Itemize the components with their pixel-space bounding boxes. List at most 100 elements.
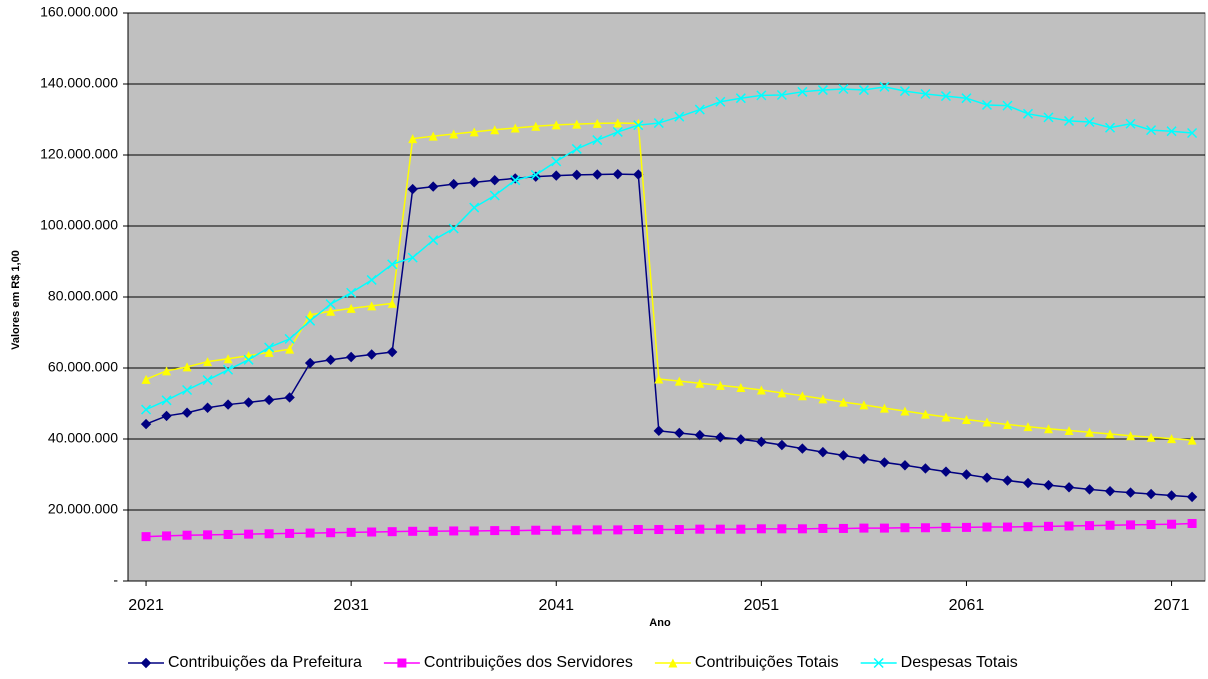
marker: [366, 349, 377, 360]
y-tick-label: 40.000.000: [48, 430, 118, 446]
marker: [284, 392, 295, 403]
marker: [613, 118, 623, 128]
marker: [162, 531, 172, 541]
marker: [531, 121, 541, 131]
marker: [756, 524, 766, 534]
marker: [1125, 118, 1136, 129]
legend-label: Contribuições dos Servidores: [424, 654, 633, 671]
marker: [1126, 520, 1136, 530]
legend-item: Contribuições dos Servidores: [383, 654, 633, 671]
marker: [263, 394, 275, 406]
marker: [694, 104, 705, 115]
marker: [879, 403, 889, 413]
marker: [817, 85, 828, 96]
marker: [202, 402, 213, 413]
marker: [469, 177, 480, 188]
marker: [1064, 521, 1074, 531]
marker: [1023, 522, 1033, 532]
marker: [633, 120, 644, 131]
marker: [244, 529, 254, 539]
marker: [1084, 484, 1095, 495]
marker: [715, 432, 726, 443]
marker: [203, 530, 213, 540]
marker: [858, 453, 870, 465]
marker: [223, 529, 233, 539]
marker: [408, 526, 418, 536]
marker: [326, 306, 336, 316]
marker: [838, 83, 849, 95]
marker: [264, 342, 275, 353]
marker: [305, 310, 315, 320]
marker: [674, 111, 685, 122]
marker: [1002, 100, 1013, 111]
marker: [668, 658, 678, 668]
marker: [366, 274, 377, 285]
marker: [776, 439, 788, 451]
marker: [1085, 521, 1095, 531]
legend-item: Contribuições Totais: [654, 654, 839, 671]
marker: [674, 427, 685, 439]
marker: [448, 178, 459, 190]
marker: [325, 354, 336, 366]
marker: [797, 391, 807, 401]
marker: [873, 657, 884, 669]
x-tick-label: 2021: [128, 597, 164, 614]
marker: [1044, 521, 1054, 531]
marker: [920, 409, 930, 419]
marker: [223, 354, 233, 364]
marker: [1064, 425, 1074, 435]
x-tick-label: 2071: [1154, 597, 1190, 614]
marker: [695, 378, 705, 388]
y-tick-label: 160.000.000: [40, 4, 118, 20]
marker: [1146, 125, 1157, 136]
marker: [1002, 522, 1012, 532]
marker: [1105, 429, 1115, 439]
marker: [1063, 115, 1075, 126]
marker: [1126, 431, 1136, 441]
marker: [551, 525, 561, 535]
series-line: [146, 522, 1193, 538]
marker: [304, 357, 316, 369]
marker: [285, 528, 295, 538]
marker: [777, 524, 787, 534]
marker: [346, 527, 356, 537]
marker: [490, 125, 500, 135]
x-tick-label: 2041: [538, 597, 574, 614]
marker: [818, 394, 828, 404]
marker: [1166, 490, 1177, 501]
marker: [141, 374, 151, 384]
marker: [920, 523, 930, 533]
marker: [756, 90, 767, 101]
legend-label: Despesas Totais: [901, 654, 1018, 671]
marker: [859, 400, 869, 410]
marker: [407, 183, 418, 195]
marker: [1125, 487, 1136, 498]
marker: [182, 530, 192, 540]
marker: [489, 174, 500, 186]
marker: [1105, 122, 1116, 133]
y-tick-label: 100.000.000: [40, 217, 118, 233]
marker: [141, 404, 152, 415]
marker: [1104, 485, 1116, 497]
marker: [654, 525, 664, 535]
marker: [408, 134, 418, 144]
marker: [1187, 127, 1198, 139]
marker: [653, 425, 665, 437]
marker: [715, 96, 726, 107]
marker: [449, 129, 459, 139]
marker: [510, 175, 521, 186]
marker: [1063, 482, 1075, 493]
marker: [551, 120, 561, 130]
y-tick-label: -: [113, 572, 118, 588]
marker: [736, 524, 746, 534]
marker: [612, 126, 623, 137]
marker: [940, 91, 951, 102]
marker: [140, 657, 152, 669]
marker: [490, 526, 500, 536]
marker: [325, 299, 336, 310]
marker: [982, 417, 992, 427]
marker: [982, 522, 992, 532]
marker: [428, 526, 438, 536]
marker: [756, 385, 766, 395]
marker: [899, 86, 910, 97]
